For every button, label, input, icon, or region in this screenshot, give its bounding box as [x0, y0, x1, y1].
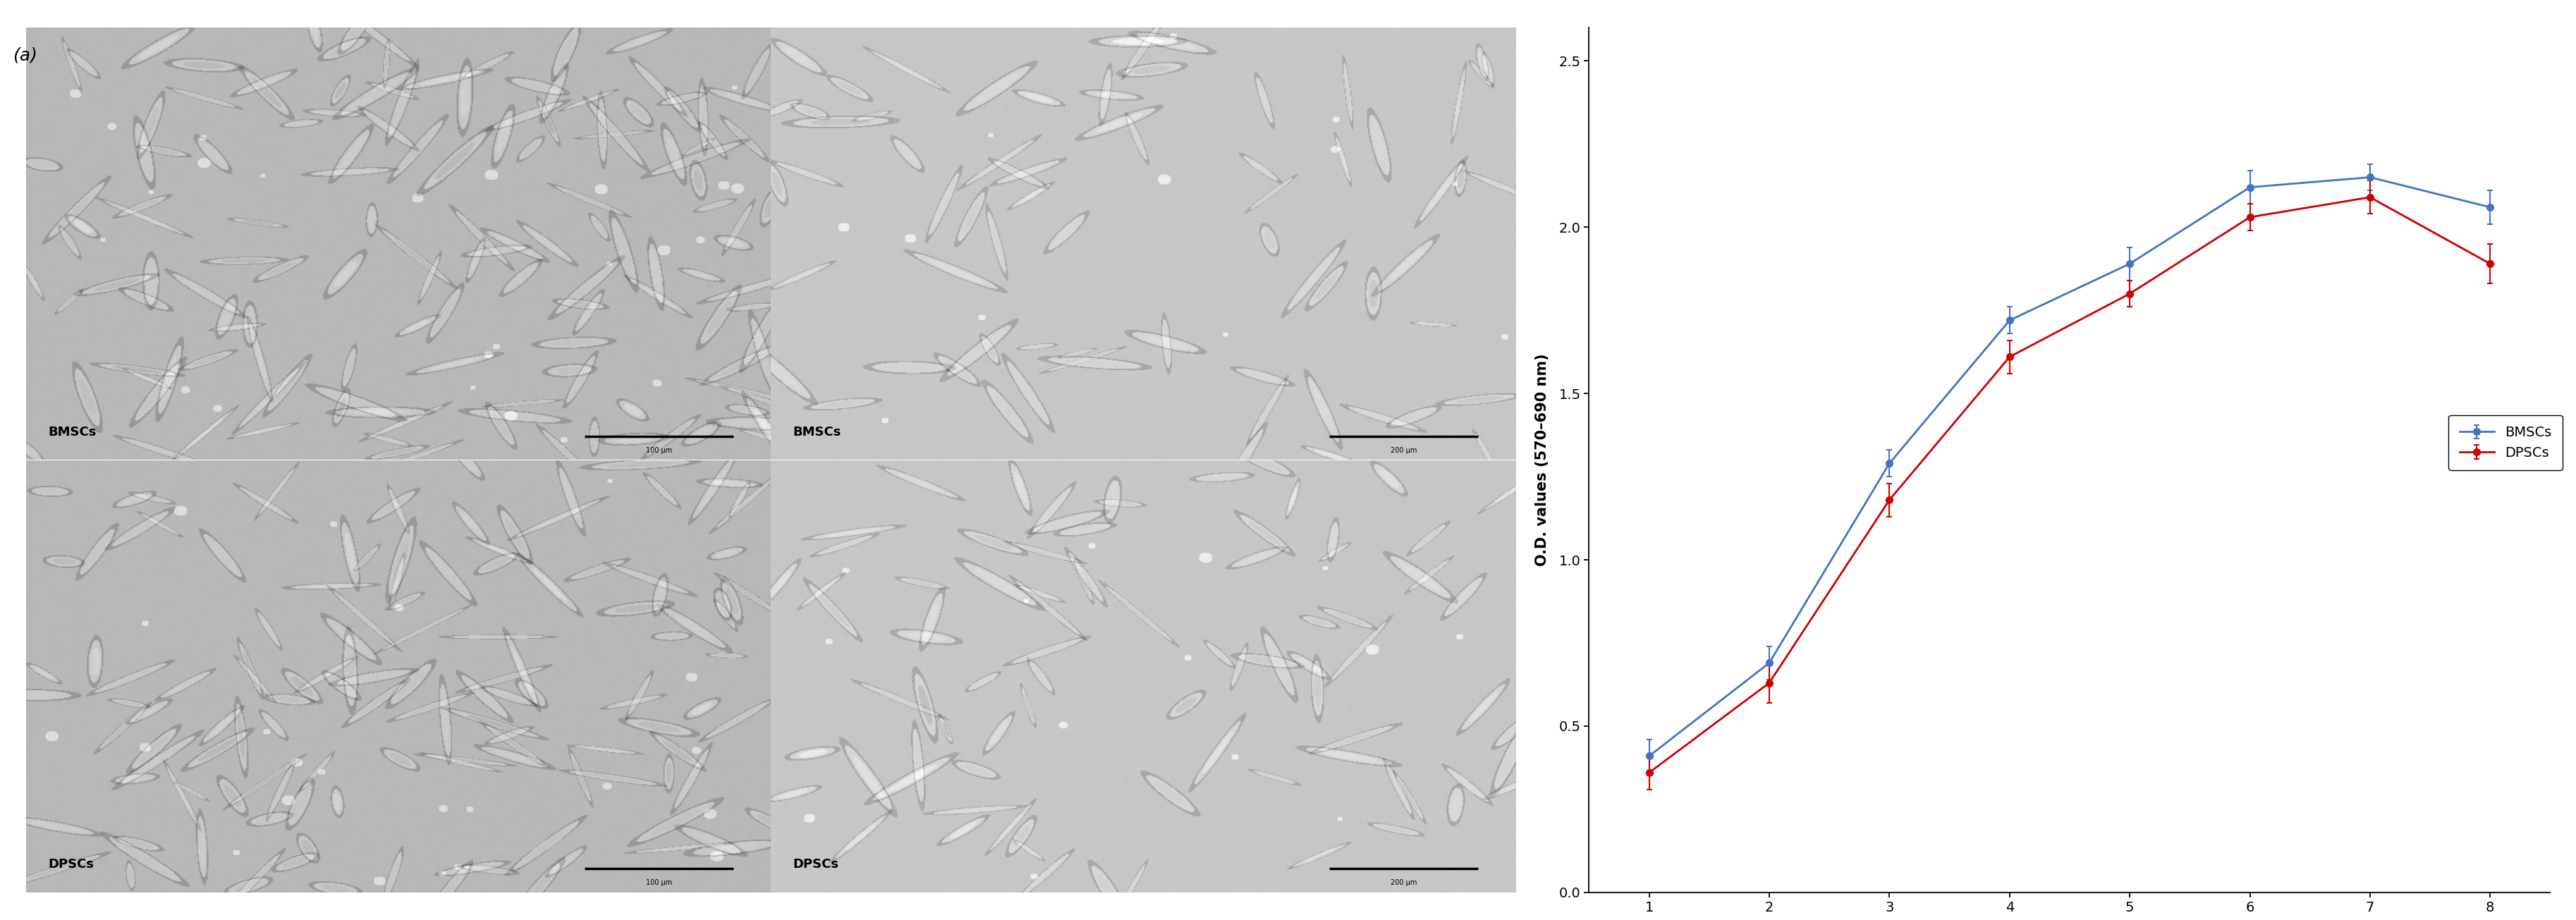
Text: DPSCs: DPSCs	[49, 858, 93, 870]
Text: BMSCs: BMSCs	[793, 426, 842, 438]
Text: (a): (a)	[13, 47, 39, 63]
Text: BMSCs: BMSCs	[49, 426, 95, 438]
Text: DPSCs: DPSCs	[793, 858, 840, 870]
Y-axis label: O.D. values (570–690 nm): O.D. values (570–690 nm)	[1535, 353, 1548, 567]
Text: 100 μm: 100 μm	[647, 880, 672, 887]
Text: 100 μm: 100 μm	[647, 447, 672, 454]
Text: 200 μm: 200 μm	[1391, 880, 1417, 887]
Text: 200 μm: 200 μm	[1391, 447, 1417, 454]
Legend: BMSCs, DPSCs: BMSCs, DPSCs	[2450, 415, 2563, 470]
